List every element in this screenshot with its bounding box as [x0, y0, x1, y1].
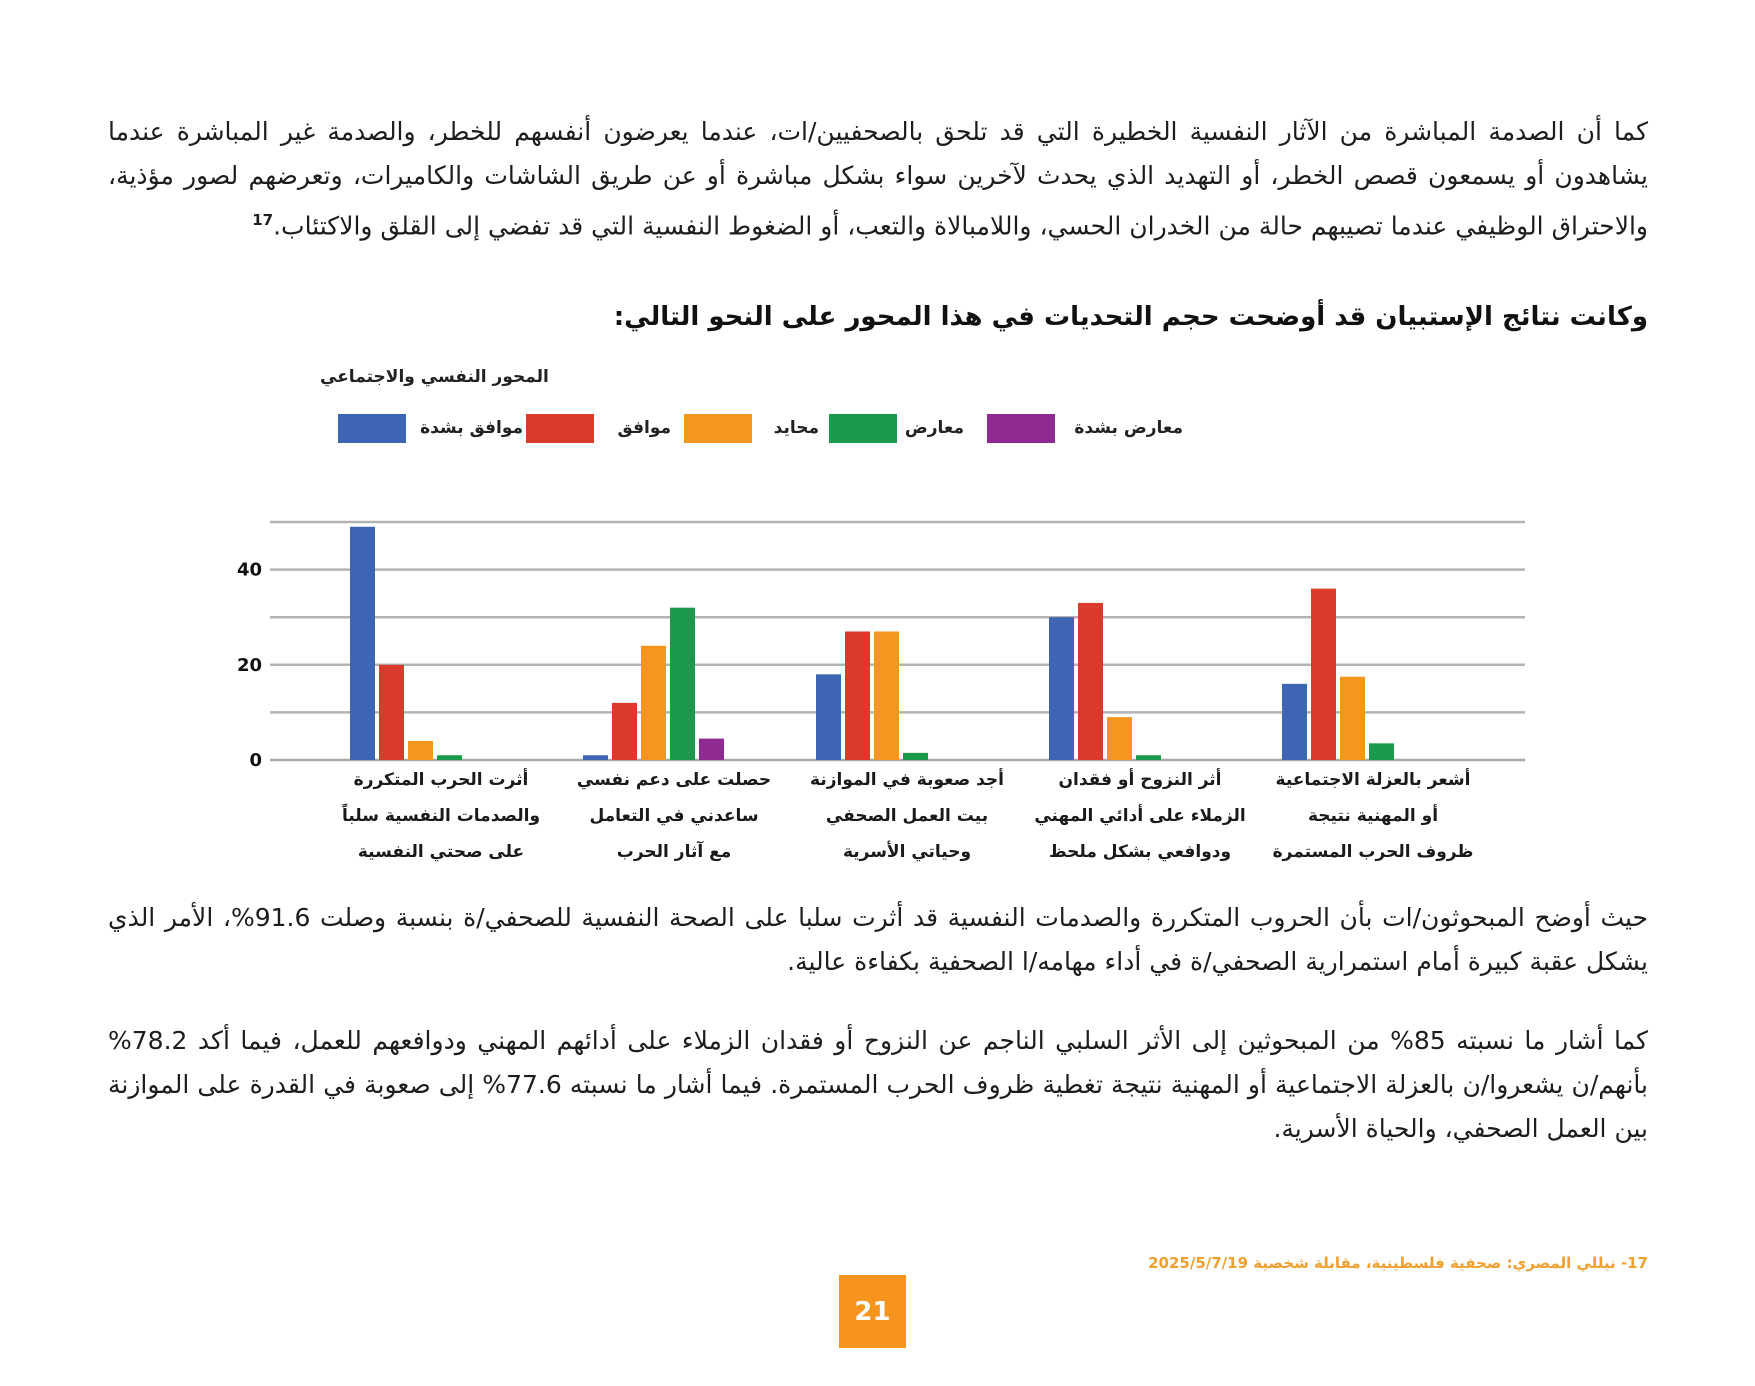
- finding-paragraph-1: حيث أوضح المبحوثون/ات بأن الحروب المتكرر…: [108, 903, 1648, 976]
- y-tick-label: 0: [249, 750, 262, 771]
- legend-label: معارض بشدة: [1074, 418, 1183, 438]
- y-tick-label: 20: [237, 655, 262, 676]
- legend-strongly-disagree: معارض بشدة: [987, 414, 1183, 444]
- bar: [1136, 755, 1161, 760]
- bar: [408, 740, 433, 760]
- category-label: أشعر بالعزلة الاجتماعية أو المهنية نتيجة…: [1272, 770, 1474, 862]
- bar: [670, 607, 695, 760]
- legend-strongly-agree: موافق بشدة: [338, 414, 523, 444]
- section-lead: وكانت نتائج الإستبيان قد أوضحت حجم التحد…: [613, 302, 1648, 332]
- legend-agree: موافق: [526, 414, 671, 444]
- bar: [1340, 676, 1365, 760]
- legend-neutral: محايد: [684, 414, 819, 444]
- legend-swatch: [987, 414, 1055, 443]
- legend-swatch: [829, 414, 897, 443]
- bar-chart: 0 20 40: [237, 520, 1525, 771]
- category-label: أثرت الحرب المتكررة والصدمات النفسية سلب…: [341, 770, 541, 862]
- bar: [1107, 717, 1132, 760]
- bar: [1078, 602, 1103, 760]
- category-label: أثر النزوح أو فقدان الزملاء على أدائي ال…: [1034, 770, 1246, 862]
- legend-label: موافق: [617, 418, 671, 438]
- bar: [583, 755, 608, 760]
- page-number: 21: [839, 1275, 906, 1348]
- legend-swatch: [338, 414, 406, 443]
- bar: [437, 755, 462, 760]
- y-tick-label: 40: [237, 560, 262, 581]
- bar: [816, 674, 841, 760]
- chart-title: المحور النفسي والاجتماعي: [320, 367, 549, 387]
- legend-label: معارض: [904, 418, 964, 438]
- bar: [1311, 588, 1336, 760]
- legend-disagree: معارض: [829, 414, 964, 444]
- bar: [641, 645, 666, 760]
- bar: [874, 631, 899, 760]
- legend-swatch: [684, 414, 752, 443]
- legend-label: موافق بشدة: [420, 418, 523, 438]
- footnote-ref[interactable]: 17: [252, 211, 274, 229]
- bar: [1282, 683, 1307, 760]
- bar: [699, 738, 724, 760]
- bar: [1049, 617, 1074, 760]
- bar: [903, 752, 928, 760]
- intro-paragraph: كما أن الصدمة المباشرة من الآثار النفسية…: [108, 117, 1648, 241]
- category-label: أجد صعوبة في الموازنة بيت العمل الصحفي و…: [810, 770, 1004, 862]
- footnote: 17- نيللي المصري: صحفية فلسطينية، مقابلة…: [1148, 1254, 1648, 1272]
- bar: [350, 526, 375, 760]
- bar: [612, 702, 637, 760]
- legend-swatch: [526, 414, 594, 443]
- bar: [379, 664, 404, 760]
- category-label: حصلت على دعم نفسي ساعدني في التعامل مع آ…: [576, 770, 772, 862]
- bar: [1369, 743, 1394, 760]
- finding-paragraph-2: كما أشار ما نسبته 85% من المبحوثين إلى ا…: [108, 1026, 1648, 1143]
- bar: [845, 631, 870, 760]
- legend-label: محايد: [773, 418, 819, 438]
